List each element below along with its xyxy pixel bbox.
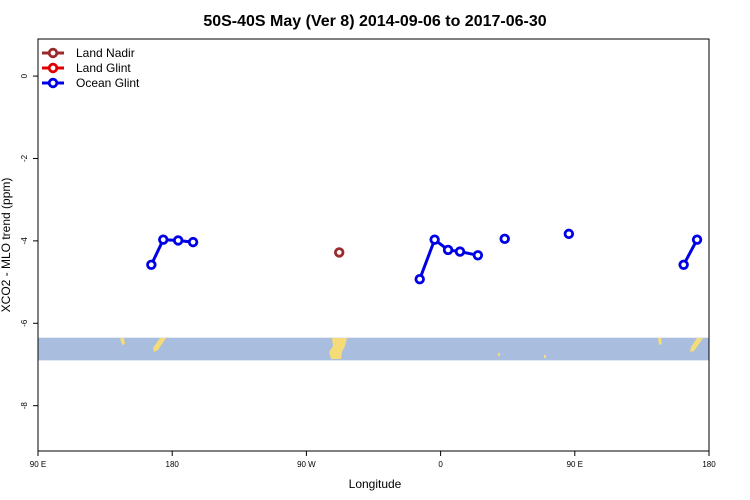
data-point	[678, 259, 689, 270]
data-point	[429, 234, 440, 245]
data-point	[414, 273, 425, 285]
map-land-patch	[153, 338, 166, 352]
x-tick-label: 180	[166, 460, 180, 469]
map-land-patch	[690, 338, 703, 352]
x-tick-label: 180	[702, 460, 716, 469]
y-axis-label: XCO2 - MLO trend (ppm)	[0, 178, 13, 313]
map-land-patch	[498, 353, 500, 356]
map-sea-band	[38, 337, 709, 361]
y-tick-label: -8	[20, 402, 29, 410]
legend-swatch-marker	[47, 77, 59, 89]
x-tick-label: 90 E	[567, 460, 583, 469]
map-land-patch	[120, 338, 125, 345]
y-axis: 0 -2 -4 -6 -8	[20, 73, 38, 409]
chart-title: 50S-40S May (Ver 8) 2014-09-06 to 2017-0…	[203, 13, 546, 30]
y-tick-label: -2	[20, 154, 29, 162]
data-point	[563, 228, 575, 240]
series-layer	[146, 228, 703, 285]
x-axis: 90 E 180 90 W 0 90 E 180	[30, 451, 716, 469]
y-tick-label: -6	[20, 319, 29, 327]
series-line	[149, 238, 194, 266]
y-tick-label: 0	[20, 73, 29, 78]
y-tick-label: -4	[20, 237, 29, 245]
map-strip	[38, 337, 709, 361]
data-point	[334, 247, 345, 258]
map-land-patch	[329, 338, 347, 359]
data-point	[454, 246, 466, 257]
data-point	[187, 236, 199, 248]
legend-swatch-marker	[47, 47, 59, 59]
data-point	[691, 234, 703, 245]
data-point	[499, 233, 510, 245]
data-point	[472, 250, 484, 261]
x-tick-label: 0	[438, 460, 443, 469]
legend-label: Land Nadir	[76, 46, 135, 60]
map-land-patch	[544, 355, 546, 358]
legend-label: Land Glint	[76, 61, 131, 75]
legend-label: Ocean Glint	[76, 76, 140, 90]
plot-frame	[37, 38, 710, 452]
x-axis-label: Longitude	[349, 477, 402, 491]
x-tick-label: 90 E	[30, 460, 46, 469]
x-tick-label: 90 W	[297, 460, 316, 469]
legend-swatch-marker	[47, 62, 59, 74]
map-land-patch	[658, 338, 662, 345]
data-point	[442, 244, 454, 256]
data-point	[172, 235, 184, 246]
data-point	[146, 259, 157, 270]
data-point	[158, 234, 169, 245]
